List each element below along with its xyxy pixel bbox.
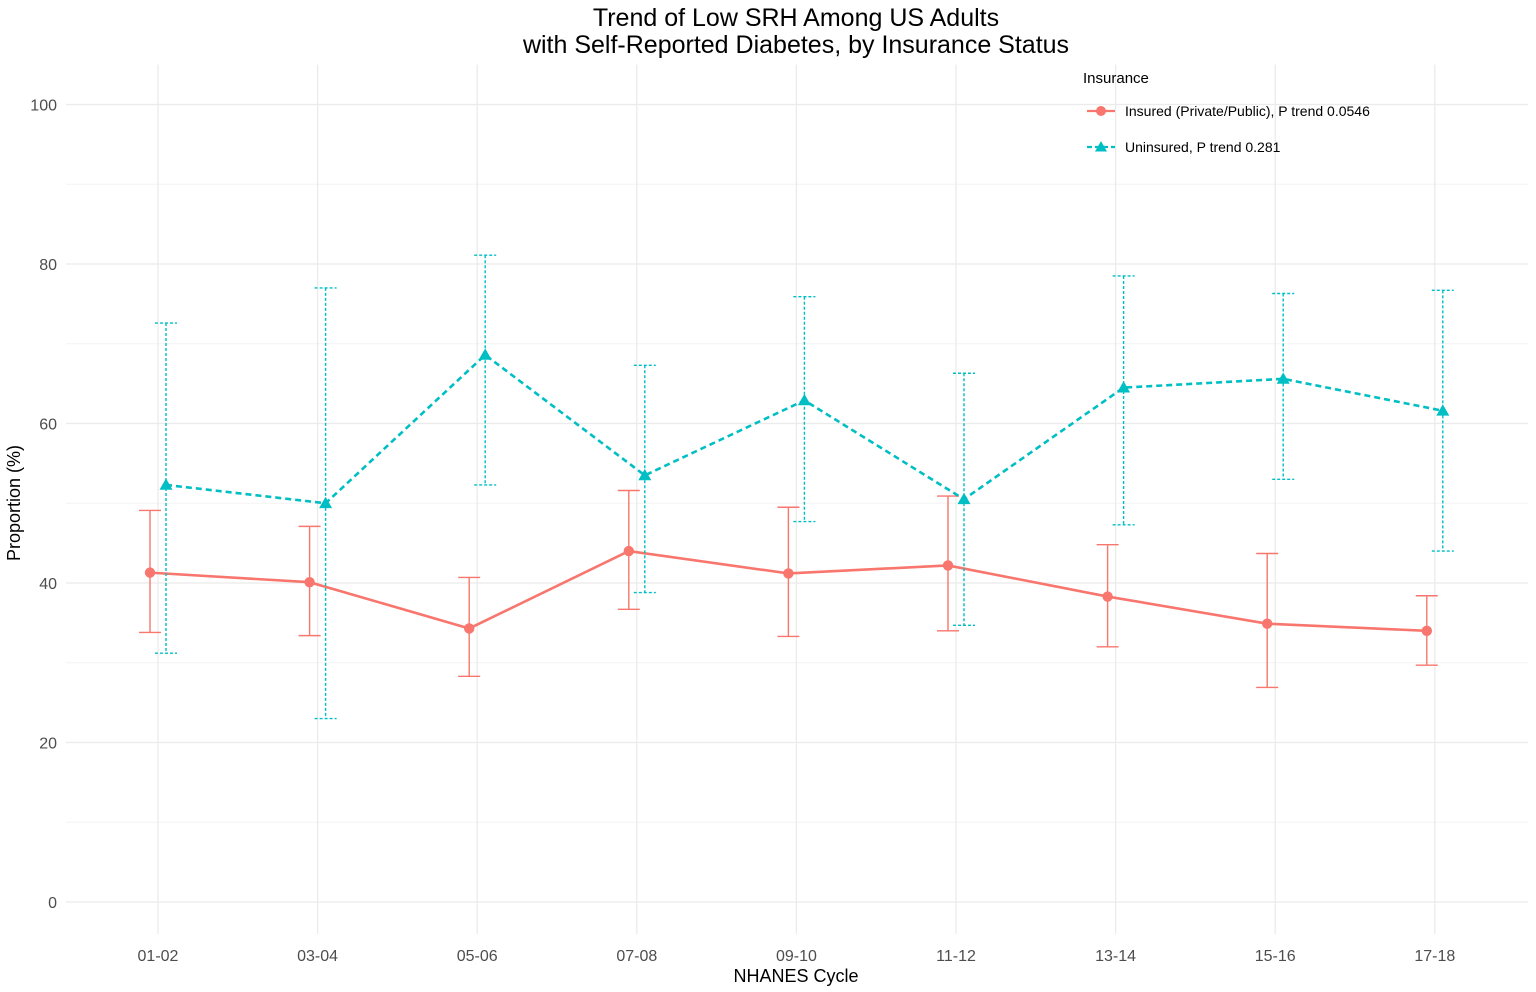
error-bar bbox=[474, 254, 497, 486]
data-point bbox=[638, 468, 652, 481]
x-tick-label: 15-16 bbox=[1255, 948, 1296, 965]
data-point bbox=[1276, 372, 1290, 384]
error-bar bbox=[633, 364, 656, 594]
data-point bbox=[797, 393, 811, 406]
legend-label: Uninsured, P trend 0.281 bbox=[1125, 139, 1281, 155]
x-tick-label: 11-12 bbox=[936, 948, 976, 965]
legend-entry: Uninsured, P trend 0.281 bbox=[1087, 139, 1281, 155]
y-axis-title: Proportion (%) bbox=[4, 445, 24, 561]
data-point bbox=[478, 348, 492, 360]
x-tick-label: 13-14 bbox=[1095, 948, 1136, 965]
legend-label: Insured (Private/Public), P trend 0.0546 bbox=[1125, 103, 1370, 119]
x-axis-title: NHANES Cycle bbox=[733, 966, 858, 986]
y-tick-label: 100 bbox=[30, 98, 57, 115]
series-1 bbox=[139, 489, 1438, 689]
legend-title: Insurance bbox=[1083, 70, 1149, 87]
data-point bbox=[304, 577, 315, 588]
data-point bbox=[144, 567, 156, 578]
data-point bbox=[957, 492, 971, 505]
data-point bbox=[1102, 591, 1113, 602]
y-tick-label: 20 bbox=[39, 736, 57, 753]
data-point bbox=[1117, 381, 1131, 393]
error-bar bbox=[1272, 292, 1295, 481]
legend-entry: Insured (Private/Public), P trend 0.0546 bbox=[1087, 103, 1370, 119]
grid bbox=[66, 64, 1528, 934]
x-tick-label: 05-06 bbox=[457, 948, 498, 965]
legend-key-marker bbox=[1096, 106, 1106, 116]
x-tick-label: 17-18 bbox=[1414, 948, 1455, 965]
data-point bbox=[1421, 625, 1433, 637]
y-tick-label: 60 bbox=[39, 417, 57, 434]
x-tick-label: 09-10 bbox=[776, 948, 817, 965]
y-tick-label: 0 bbox=[48, 895, 57, 912]
x-tick-label: 03-04 bbox=[297, 948, 338, 965]
error-bar bbox=[1112, 275, 1135, 526]
y-tick-label: 40 bbox=[39, 576, 57, 593]
legend-key-marker bbox=[1095, 141, 1107, 152]
x-tick-label: 01-02 bbox=[138, 948, 179, 965]
data-point bbox=[623, 545, 634, 557]
data-point bbox=[319, 496, 333, 509]
series-2 bbox=[155, 254, 1454, 720]
plot-area bbox=[139, 254, 1454, 720]
y-tick-label: 80 bbox=[39, 257, 57, 274]
chart-title: Trend of Low SRH Among US Adults bbox=[593, 4, 999, 32]
y-axis: 0 20 40 60 80 100 bbox=[30, 98, 57, 913]
error-bar bbox=[793, 295, 816, 523]
data-point bbox=[159, 478, 173, 490]
data-point bbox=[783, 568, 794, 579]
data-point bbox=[1262, 618, 1273, 629]
error-bar bbox=[1431, 289, 1454, 552]
chart-subtitle: with Self-Reported Diabetes, by Insuranc… bbox=[522, 31, 1069, 59]
x-axis: 01-02 03-04 05-06 07-08 09-10 11-12 13-14 15-16… bbox=[138, 948, 1456, 965]
legend: Insurance Insured (Private/Public), P tr… bbox=[1083, 70, 1370, 155]
data-point bbox=[942, 560, 954, 571]
data-point bbox=[1436, 404, 1450, 416]
x-tick-label: 07-08 bbox=[616, 948, 657, 965]
data-point bbox=[464, 623, 475, 634]
